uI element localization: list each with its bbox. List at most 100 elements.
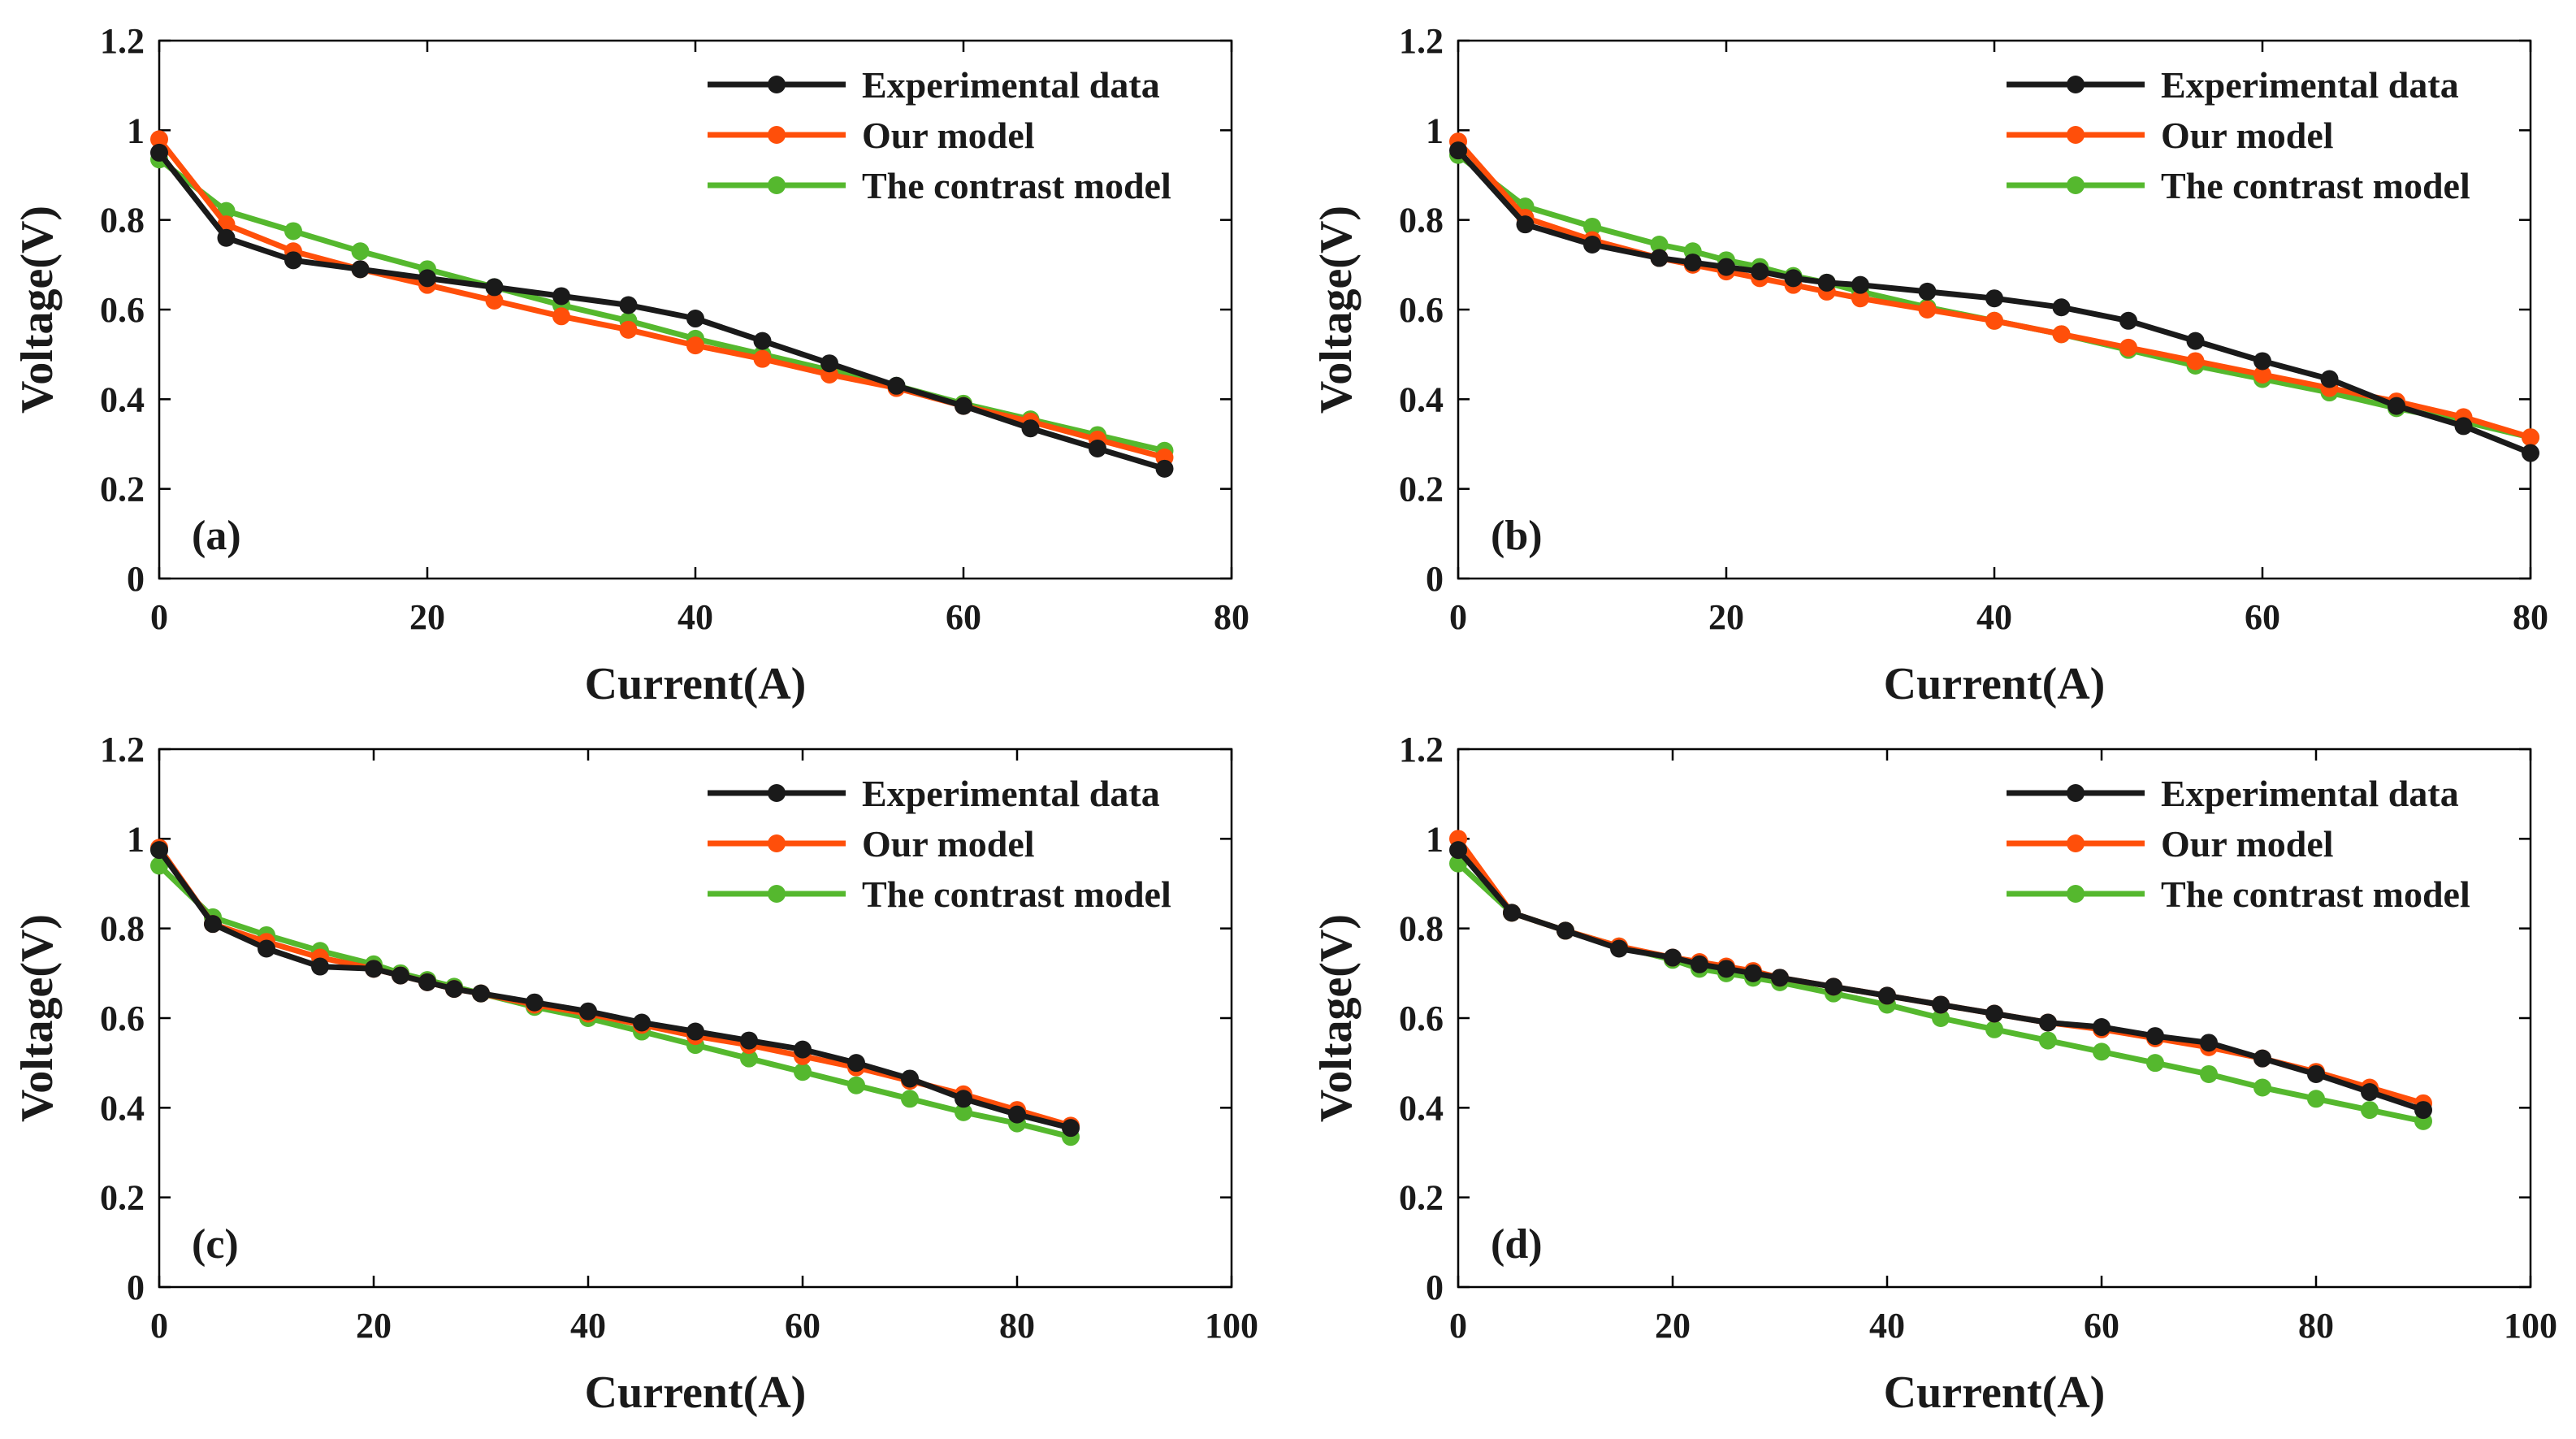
data-point-our-model (485, 291, 504, 310)
data-point-the-contrast-model (955, 1103, 972, 1121)
legend-marker-our-model (2067, 834, 2085, 852)
x-tick-label: 80 (1214, 597, 1249, 637)
series-line-experimental-data (156, 150, 1167, 472)
legend-label-experimental-data: Experimental data (2161, 773, 2459, 814)
data-point-the-contrast-model (1650, 236, 1669, 254)
legend-marker-our-model (2067, 126, 2085, 144)
y-tick-label: 1 (1426, 819, 1444, 859)
data-point-experimental-data (1449, 841, 1467, 860)
data-point-our-model (619, 320, 638, 339)
data-point-experimental-data (1985, 289, 2003, 308)
data-point-our-model (2522, 428, 2539, 447)
x-axis-label: Current(A) (585, 1367, 807, 1418)
x-tick-label: 0 (150, 597, 168, 637)
data-point-experimental-data (753, 332, 772, 350)
data-point-our-model (150, 130, 168, 149)
y-tick-label: 0.2 (100, 1178, 145, 1218)
y-tick-label: 1.2 (1399, 730, 1444, 769)
data-point-experimental-data (1664, 948, 1682, 967)
series-line-experimental-data (156, 847, 1074, 1131)
data-point-experimental-data (2119, 311, 2137, 330)
data-point-experimental-data (2186, 332, 2205, 350)
series-line-the-contrast-model (156, 862, 1074, 1140)
data-point-experimental-data (311, 957, 329, 976)
data-point-experimental-data (1021, 419, 1040, 438)
data-point-experimental-data (2320, 370, 2339, 388)
data-point-the-contrast-model (2200, 1064, 2218, 1083)
legend-marker-our-model (768, 126, 786, 144)
legend-marker-the-contrast-model (768, 176, 786, 194)
x-tick-label: 0 (1449, 1306, 1467, 1346)
legend-marker-the-contrast-model (2067, 176, 2085, 194)
y-tick-label: 0.8 (100, 201, 145, 241)
data-point-the-contrast-model (847, 1076, 865, 1094)
panel-label: (c) (192, 1221, 239, 1268)
y-tick-label: 0.4 (100, 379, 145, 419)
data-point-our-model (753, 349, 772, 368)
x-tick-label: 0 (1449, 597, 1467, 637)
data-point-experimental-data (445, 980, 463, 999)
data-point-experimental-data (552, 287, 570, 306)
plot-frame (158, 39, 1233, 580)
panel-d: 0 20 40 60 80 100 0 0.2 0.4 0.6 0.8 1 1.2 Current(A) V… (1311, 730, 2557, 1418)
y-tick-label: 0.4 (100, 1088, 145, 1128)
data-point-experimental-data (1008, 1105, 1026, 1124)
legend-label-our-model: Our model (862, 115, 1035, 156)
y-tick-label: 0.2 (1399, 470, 1444, 509)
data-point-experimental-data (526, 993, 543, 1012)
x-tick-label: 100 (1205, 1306, 1258, 1346)
data-point-experimental-data (820, 354, 838, 373)
data-point-experimental-data (2039, 1013, 2057, 1032)
data-point-experimental-data (955, 1090, 972, 1108)
data-point-experimental-data (472, 984, 490, 1003)
data-point-experimental-data (2307, 1064, 2325, 1083)
data-point-experimental-data (1516, 215, 1535, 234)
data-point-experimental-data (365, 960, 383, 978)
y-tick-label: 0.6 (1399, 999, 1444, 1038)
data-point-experimental-data (1751, 262, 1769, 281)
panel-label: (d) (1491, 1221, 1543, 1268)
y-tick-label: 0.8 (1399, 201, 1444, 241)
data-point-experimental-data (1985, 1004, 2003, 1023)
data-point-experimental-data (847, 1054, 865, 1073)
legend-label-the-contrast-model: The contrast model (2161, 873, 2470, 915)
data-point-experimental-data (2522, 444, 2539, 462)
data-point-experimental-data (1717, 258, 1735, 276)
data-point-experimental-data (2146, 1027, 2164, 1046)
data-point-experimental-data (1851, 275, 1869, 294)
data-point-experimental-data (2388, 397, 2405, 415)
x-tick-label: 20 (1708, 597, 1744, 637)
legend-label-the-contrast-model: The contrast model (862, 873, 1171, 915)
y-tick-label: 1 (127, 111, 145, 150)
series-line-our-model (156, 136, 1167, 461)
data-point-experimental-data (633, 1013, 651, 1032)
y-tick-label: 1.2 (100, 730, 145, 769)
data-point-experimental-data (1878, 986, 1896, 1005)
data-point-experimental-data (418, 973, 436, 991)
data-point-the-contrast-model (2361, 1101, 2379, 1120)
legend-label-experimental-data: Experimental data (2161, 64, 2459, 106)
panel-c: 0 20 40 60 80 100 0 0.2 0.4 0.6 0.8 1 1.2 Current(A) V… (12, 730, 1258, 1418)
data-point-experimental-data (1825, 977, 1842, 996)
data-point-experimental-data (2253, 1049, 2271, 1068)
x-tick-label: 40 (678, 597, 713, 637)
data-point-experimental-data (1817, 273, 1836, 292)
data-point-experimental-data (887, 376, 906, 395)
y-tick-label: 0.4 (1399, 379, 1444, 419)
x-tick-label: 60 (946, 597, 981, 637)
data-point-experimental-data (418, 269, 436, 288)
data-point-experimental-data (351, 260, 370, 279)
data-point-the-contrast-model (351, 242, 370, 261)
data-point-experimental-data (794, 1040, 812, 1059)
data-point-experimental-data (686, 1022, 704, 1041)
y-tick-label: 1.2 (100, 21, 145, 61)
data-point-the-contrast-model (901, 1090, 919, 1108)
plot-frame (158, 748, 1233, 1289)
data-point-the-contrast-model (150, 856, 168, 875)
data-point-experimental-data (284, 251, 302, 270)
data-point-experimental-data (1583, 236, 1601, 254)
data-point-experimental-data (2253, 352, 2271, 371)
y-tick-label: 0.4 (1399, 1088, 1444, 1128)
y-tick-label: 0 (1426, 1268, 1444, 1307)
